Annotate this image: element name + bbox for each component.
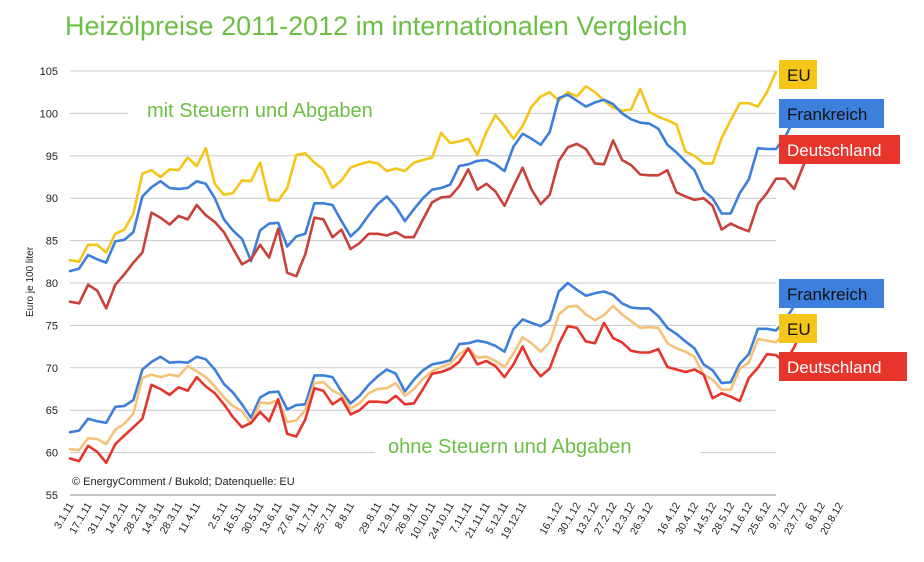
legend-item-eu-upper: EU [779,60,817,89]
legend-swatch-frankreich-upper [779,99,884,128]
legend-item-frankreich-upper: Frankreich [779,99,884,128]
y-axis-ticks: 55 60 65 70 75 80 85 90 95 100 105 [40,66,58,502]
y-tick-85: 85 [46,236,58,248]
annotation-upper-bg [128,92,480,126]
x-axis-ticks: 3.1.1117.1.1131.1.1114.2.1128.2.1114.3.1… [52,500,846,541]
credit-text: © EnergyComment / Bukold; Datenquelle: E… [72,476,295,488]
series-line-eu-mit-steuern [68,70,778,264]
y-tick-105: 105 [40,66,58,78]
y-tick-100: 100 [40,108,58,120]
y-axis-label: Euro je 100 liter [25,246,36,317]
annotation-lower-bg [375,428,700,462]
legend-label-frankreich-upper: Frankreich [787,105,867,124]
y-tick-65: 65 [46,405,58,417]
series-line-deutschland-mit-steuern [68,139,814,310]
legend-item-eu-lower: EU [779,314,817,343]
legend-swatch-frankreich-lower [779,279,884,308]
legend-swatch-eu-upper [779,60,817,89]
legend-swatch-deutschland-upper [779,135,900,164]
legend: EU Frankreich Deutschland Frankreich EU Deuts… [779,60,907,381]
legend-label-eu-upper: EU [787,66,811,85]
series-line-frankreich-ohne-steuern [68,281,796,434]
legend-label-deutschland-lower: Deutschland [787,358,882,377]
series-line-frankreich-mit-steuern [68,93,796,273]
legend-label-deutschland-upper: Deutschland [787,141,882,160]
y-tick-75: 75 [46,320,58,332]
annotation-mit-steuern: mit Steuern und Abgaben [147,100,373,122]
legend-item-frankreich-lower: Frankreich [779,279,884,308]
y-tick-60: 60 [46,448,58,460]
legend-item-deutschland-upper: Deutschland [779,135,900,164]
credit-bg [68,472,350,489]
gridlines [70,70,776,496]
y-tick-70: 70 [46,363,58,375]
y-tick-55: 55 [46,490,58,502]
y-tick-95: 95 [46,151,58,163]
legend-label-eu-lower: EU [787,320,811,339]
legend-swatch-eu-lower [779,314,817,343]
series-line-eu-ohne-steuern [68,304,796,452]
legend-swatch-deutschland-lower [779,352,907,381]
legend-item-deutschland-lower: Deutschland [779,352,907,381]
series-line-deutschland-ohne-steuern [68,321,805,465]
annotation-ohne-steuern: ohne Steuern und Abgaben [388,436,632,458]
chart-title: Heizölpreise 2011-2012 im internationale… [65,11,687,41]
series-lines [68,70,814,465]
legend-label-frankreich-lower: Frankreich [787,285,867,304]
y-tick-90: 90 [46,193,58,205]
y-tick-80: 80 [46,278,58,290]
